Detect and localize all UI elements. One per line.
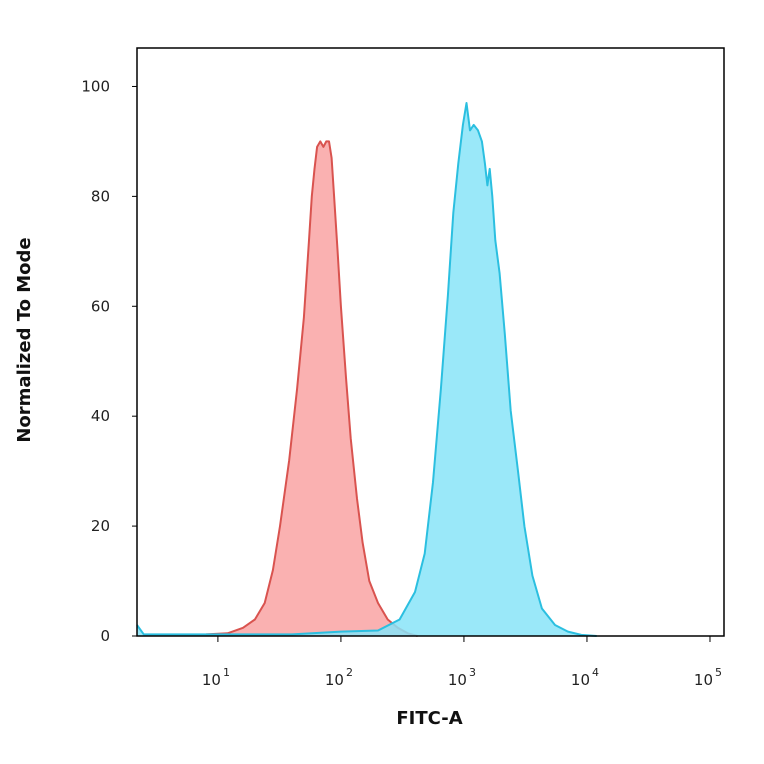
plot-frame <box>136 47 725 637</box>
x-tick-label: 10 2 <box>325 666 353 689</box>
series-layer <box>136 102 597 637</box>
x-axis-title: FITC-A <box>396 708 462 729</box>
series-2-area <box>137 103 597 636</box>
x-tick-label: 10 4 <box>571 666 599 689</box>
x-tick-label: 10 5 <box>694 666 722 689</box>
y-tick-label: 60 <box>91 297 110 315</box>
x-tick-label: 10 1 <box>202 666 230 689</box>
series-1-area <box>206 141 418 636</box>
y-tick-label: 20 <box>91 517 110 535</box>
y-tick-label: 40 <box>91 407 110 425</box>
y-tick-label: 0 <box>100 627 110 645</box>
y-tick-label: 80 <box>91 187 110 205</box>
series-1-line <box>205 140 418 637</box>
series-2-line <box>136 102 597 637</box>
y-tick-label: 100 <box>81 77 110 95</box>
x-tick-label: 10 3 <box>448 666 476 689</box>
y-axis-ticks: 0 20 40 60 80 100 <box>81 77 137 645</box>
x-axis-ticks: 10 1 10 2 10 3 10 4 10 5 <box>202 636 722 689</box>
y-axis-title: Normalized To Mode <box>14 237 35 442</box>
